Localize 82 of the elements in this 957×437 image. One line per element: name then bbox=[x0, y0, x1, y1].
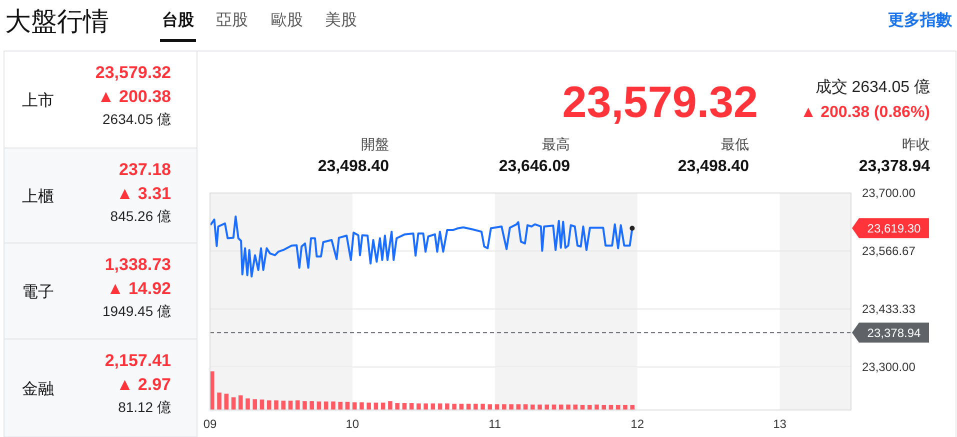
y-tick-label: 23,700.00 bbox=[862, 186, 916, 200]
bar bbox=[474, 404, 478, 410]
text: 237.18 bbox=[119, 160, 171, 179]
bar bbox=[331, 401, 336, 410]
bar bbox=[602, 404, 606, 410]
bar bbox=[566, 404, 570, 410]
bar bbox=[360, 402, 364, 410]
bar bbox=[281, 400, 286, 410]
text: ▲ 14.92 bbox=[106, 279, 171, 298]
text: 23,646.09 bbox=[498, 158, 570, 175]
text: 成交 2634.05 億 bbox=[815, 78, 930, 96]
bar bbox=[395, 403, 400, 410]
text: 最低 bbox=[721, 136, 749, 152]
bar bbox=[252, 399, 258, 410]
bar bbox=[630, 404, 634, 410]
bar bbox=[424, 403, 428, 410]
text: 2634.05 億 bbox=[102, 111, 171, 127]
bar bbox=[530, 404, 535, 410]
bar bbox=[452, 404, 456, 410]
bar bbox=[623, 404, 628, 410]
bar bbox=[302, 401, 307, 410]
bar bbox=[224, 394, 229, 410]
y-tick-label: 23,300.00 bbox=[862, 360, 916, 374]
text: 大盤行情 bbox=[5, 6, 109, 36]
bar bbox=[388, 401, 392, 410]
text: 2,157.41 bbox=[104, 351, 171, 370]
text: 1949.45 億 bbox=[102, 303, 171, 319]
text: 昨收 bbox=[902, 136, 930, 152]
bar bbox=[231, 397, 236, 410]
text: 23,498.40 bbox=[678, 158, 750, 175]
bar bbox=[544, 404, 550, 410]
bar bbox=[366, 402, 371, 410]
text: 亞股 bbox=[216, 12, 248, 29]
text: 開盤 bbox=[361, 136, 389, 152]
text: ▲ 200.38 bbox=[97, 87, 171, 106]
bar bbox=[538, 404, 542, 410]
text: ▲ 2.97 bbox=[116, 375, 171, 394]
text: 歐股 bbox=[271, 12, 303, 29]
x-tick-label: 09 bbox=[203, 417, 217, 431]
bar bbox=[210, 371, 214, 410]
text: 845.26 億 bbox=[110, 208, 171, 224]
text: 23,498.40 bbox=[318, 158, 390, 175]
y-tick-label: 23,433.33 bbox=[862, 302, 916, 316]
bar bbox=[416, 403, 421, 410]
bar bbox=[274, 400, 278, 410]
bar bbox=[310, 401, 314, 410]
x-tick-label: 13 bbox=[773, 417, 787, 431]
annotation: 23,619.30 bbox=[867, 222, 922, 236]
x-tick-label: 10 bbox=[346, 417, 360, 431]
text: 上市 bbox=[22, 92, 54, 110]
bar bbox=[288, 400, 293, 410]
bar bbox=[502, 404, 506, 410]
bar bbox=[509, 404, 514, 410]
text: 電子 bbox=[22, 284, 54, 301]
text: 23,579.32 bbox=[95, 63, 171, 82]
x-tick-label: 11 bbox=[488, 417, 502, 431]
bar bbox=[558, 404, 564, 410]
text: 最高 bbox=[542, 136, 570, 152]
text: 23,579.32 bbox=[562, 78, 758, 127]
text: 1,338.73 bbox=[104, 255, 171, 274]
bar bbox=[266, 400, 272, 410]
bar bbox=[573, 404, 578, 410]
bar bbox=[445, 403, 450, 410]
text: 23,378.94 bbox=[858, 158, 930, 175]
text: 上櫃 bbox=[22, 188, 54, 206]
text: 更多指數 bbox=[888, 11, 953, 29]
bar bbox=[246, 398, 250, 410]
text: ▲ 3.31 bbox=[116, 184, 171, 203]
bar bbox=[217, 392, 222, 410]
text: 美股 bbox=[325, 11, 357, 29]
ref-line-label: 23,378.94 bbox=[867, 326, 922, 340]
bar bbox=[594, 404, 599, 410]
bar bbox=[480, 404, 485, 410]
bar bbox=[238, 395, 243, 410]
bar bbox=[587, 404, 592, 410]
text: ▲ 200.38 (0.86%) bbox=[800, 104, 930, 121]
text: 金融 bbox=[22, 380, 54, 398]
y-tick-label: 23,566.67 bbox=[862, 244, 916, 258]
bar bbox=[338, 402, 342, 410]
text: 81.12 億 bbox=[118, 399, 171, 415]
x-tick-label: 12 bbox=[630, 417, 644, 431]
text: 台股 bbox=[162, 11, 195, 29]
